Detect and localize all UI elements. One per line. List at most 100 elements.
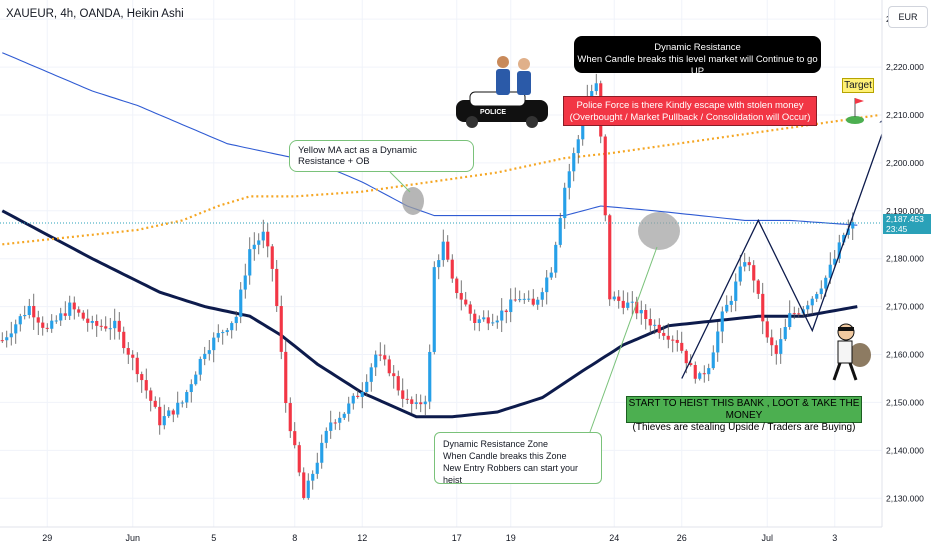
candle-body <box>32 305 36 318</box>
candle-body <box>338 417 342 423</box>
candle-body <box>747 262 751 266</box>
candle-body <box>689 363 693 366</box>
candle-body <box>819 288 823 295</box>
y-tick-label: 2,170.000 <box>886 302 924 312</box>
candle-body <box>590 91 594 97</box>
callout-line: (Overbought / Market Pullback / Consolid… <box>569 112 811 123</box>
x-tick-label: 29 <box>42 533 52 543</box>
candle-body <box>387 359 391 374</box>
flag-cloth <box>855 98 864 104</box>
candle-body <box>621 300 625 308</box>
candle-body <box>117 320 121 332</box>
candle-body <box>468 304 472 314</box>
candle-body <box>153 400 157 407</box>
candle-body <box>653 324 657 326</box>
candle-body <box>72 302 76 310</box>
candle-body <box>806 305 810 310</box>
candle-body <box>671 339 675 341</box>
candle-body <box>684 350 688 364</box>
y-tick-label: 2,160.000 <box>886 350 924 360</box>
candle-body <box>428 351 432 402</box>
candle-body <box>644 310 648 320</box>
candle-body <box>603 136 607 216</box>
candle-body <box>405 398 409 400</box>
candle-body <box>738 266 742 282</box>
callout-line: When Candle breaks this level market wil… <box>577 54 818 77</box>
candle-body <box>491 322 495 324</box>
candle-body <box>810 298 814 306</box>
candle-body <box>257 240 261 245</box>
candle-body <box>761 293 765 322</box>
candle-body <box>419 402 423 405</box>
y-tick-label: 2,190.000 <box>886 206 924 216</box>
candle-body <box>572 153 576 172</box>
candle-body <box>720 311 724 332</box>
target-label: Target <box>842 78 874 93</box>
candle-body <box>5 337 9 341</box>
candle-body <box>23 314 27 317</box>
callout-line: (Thieves are stealing Upside / Traders a… <box>632 422 856 433</box>
candle-body <box>792 313 796 315</box>
candle-body <box>18 316 22 325</box>
candle-body <box>144 380 148 391</box>
candle-body <box>378 354 382 356</box>
candle-body <box>189 384 193 393</box>
candle-body <box>50 320 54 329</box>
candle-body <box>113 320 117 329</box>
thief-leg <box>848 362 858 381</box>
y-tick-label: 2,210.000 <box>886 110 924 120</box>
candle-body <box>707 368 711 375</box>
candle-body <box>513 299 517 301</box>
dynamic-resistance-callout: Dynamic Resistance When Candle breaks th… <box>574 36 821 77</box>
candle-body <box>446 241 450 260</box>
candle-body <box>230 323 234 331</box>
candle-body <box>698 373 702 379</box>
candle-body <box>662 332 666 336</box>
candle-body <box>734 281 738 301</box>
car-wheel <box>526 116 538 128</box>
candle-body <box>149 390 153 401</box>
thief-icon <box>832 323 871 381</box>
candle-body <box>108 328 112 330</box>
candle-body <box>104 326 108 329</box>
candle-body <box>576 139 580 154</box>
candle-body <box>774 345 778 354</box>
x-tick-label: Jul <box>761 533 773 543</box>
candle-body <box>221 332 225 334</box>
candle-body <box>851 222 855 229</box>
candle-body <box>531 298 535 305</box>
callout-line: Dynamic Resistance <box>654 42 741 53</box>
candle-body <box>95 320 99 326</box>
flag-hill <box>846 116 864 124</box>
candle-body <box>63 313 67 316</box>
candle-body <box>225 330 229 333</box>
candle-body <box>167 410 171 417</box>
candle-body <box>81 312 85 319</box>
symbol-title[interactable]: XAUEUR, 4h, OANDA, Heikin Ashi <box>6 8 184 20</box>
currency-badge[interactable]: EUR <box>888 6 928 28</box>
x-tick-label: 8 <box>292 533 297 543</box>
thief-leg <box>832 362 842 381</box>
yellow-ma-note: Yellow MA act as a Dynamic Resistance + … <box>289 140 474 172</box>
candle-body <box>711 352 715 369</box>
candle-body <box>216 333 220 338</box>
candle-body <box>635 301 639 314</box>
police-force-callout: Police Force is there Kindly escape with… <box>563 96 817 126</box>
candle-body <box>414 402 418 404</box>
candle-body <box>729 300 733 305</box>
moving-average-line <box>2 52 858 226</box>
candle-body <box>86 318 90 323</box>
candle-body <box>374 354 378 368</box>
countdown-label: 23:45 <box>886 224 908 234</box>
candle-body <box>392 373 396 377</box>
candle-body <box>837 242 841 259</box>
candle-body <box>567 171 571 188</box>
candle-body <box>617 296 621 301</box>
candle-body <box>797 313 801 315</box>
candle-body <box>639 310 643 314</box>
candle-body <box>311 473 315 481</box>
candle-body <box>752 265 756 281</box>
last-price-label: 2,187.453 <box>886 214 924 224</box>
